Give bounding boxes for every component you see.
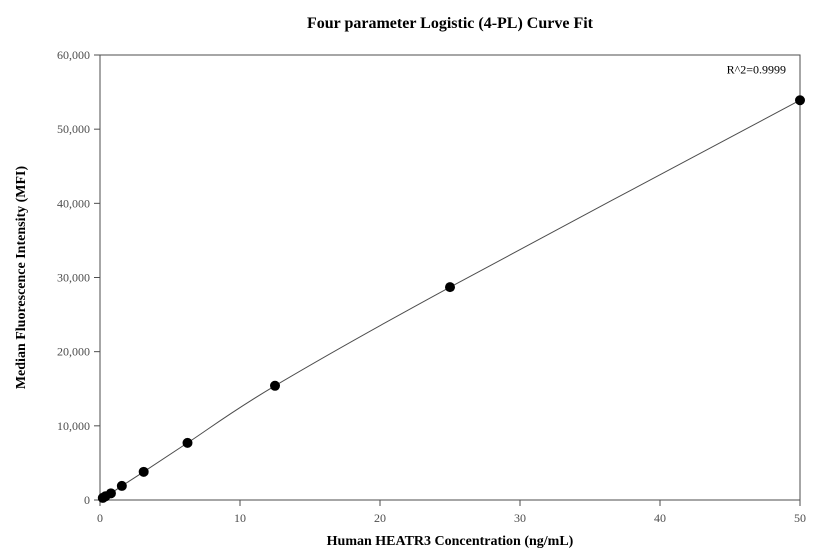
chart-title: Four parameter Logistic (4-PL) Curve Fit [307, 15, 594, 32]
data-point [270, 381, 280, 391]
data-point [117, 481, 127, 491]
x-tick-label: 10 [234, 511, 246, 525]
y-tick-label: 10,000 [57, 419, 90, 433]
y-tick-label: 30,000 [57, 271, 90, 285]
x-tick-label: 50 [794, 511, 806, 525]
y-tick-label: 0 [84, 493, 90, 507]
chart-container: 0 10 20 30 40 50 0 10,000 20,000 30,000 40,000 50,… [0, 0, 832, 560]
y-axis-label: Median Fluorescence Intensity (MFI) [14, 166, 29, 390]
data-point [139, 467, 149, 477]
data-point [106, 488, 116, 498]
chart-svg: 0 10 20 30 40 50 0 10,000 20,000 30,000 40,000 50,… [0, 0, 832, 560]
y-tick-label: 40,000 [57, 196, 90, 210]
x-tick-label: 40 [654, 511, 666, 525]
y-tick-label: 20,000 [57, 345, 90, 359]
x-tick-label: 0 [97, 511, 103, 525]
y-tick-label: 50,000 [57, 122, 90, 136]
data-point [795, 95, 805, 105]
data-point [445, 282, 455, 292]
r-squared-annotation: R^2=0.9999 [727, 63, 786, 77]
x-tick-label: 30 [514, 511, 526, 525]
chart-background [0, 0, 832, 560]
y-tick-label: 60,000 [57, 48, 90, 62]
x-tick-label: 20 [374, 511, 386, 525]
x-axis-label: Human HEATR3 Concentration (ng/mL) [327, 534, 574, 549]
data-point [183, 438, 193, 448]
